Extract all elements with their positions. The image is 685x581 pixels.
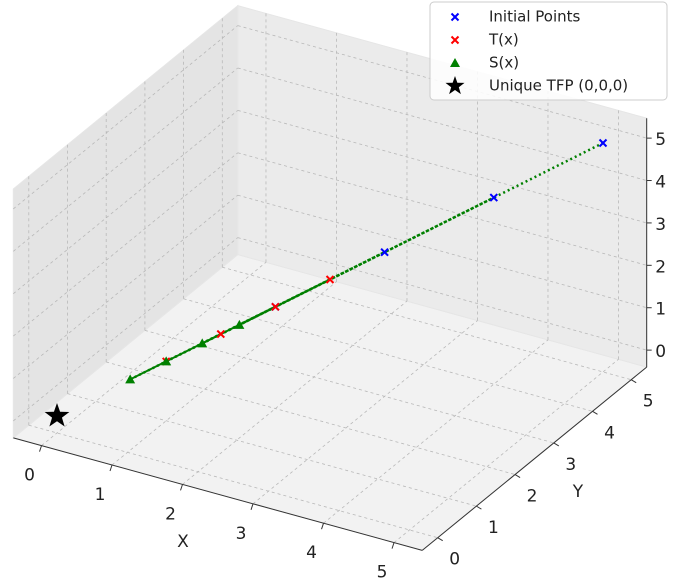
- grid-line: [13, 25, 239, 210]
- tick-mark: [321, 523, 324, 530]
- point: [325, 275, 335, 284]
- tick-mark: [437, 537, 443, 542]
- grid-line: [183, 298, 593, 412]
- y-tick-label: 3: [565, 455, 576, 475]
- legend-label: Initial Points: [489, 8, 581, 26]
- x-tick-label: 2: [165, 504, 176, 524]
- grid-line: [182, 300, 408, 485]
- x-tick-label: 5: [377, 563, 388, 581]
- tick-mark: [180, 484, 183, 491]
- point: [44, 403, 70, 427]
- tick-mark: [391, 542, 395, 549]
- point: [234, 319, 245, 329]
- x-tick-label: 0: [24, 466, 35, 486]
- y-axis-label: Y: [572, 482, 584, 502]
- grid-line: [237, 110, 647, 224]
- grid-line: [252, 320, 478, 505]
- legend-label: S(x): [489, 54, 519, 72]
- grid-line: [237, 237, 647, 351]
- grid-line: [237, 194, 647, 309]
- z-tick-label: 1: [655, 300, 666, 320]
- legend-marker: [450, 58, 460, 67]
- grid-line: [13, 194, 239, 379]
- grid-line: [144, 330, 554, 444]
- z-tick-label: 3: [655, 215, 666, 235]
- grid-line: [222, 266, 632, 381]
- y-tick-label: 4: [604, 423, 615, 443]
- grid-line: [393, 359, 619, 543]
- point: [161, 356, 172, 366]
- axis-line: [421, 366, 647, 551]
- legend-frame: [429, 1, 668, 101]
- legend: Initial Points T(x) S(x) Unique TFP (0,0,0): [429, 1, 668, 101]
- z-tick-label: 5: [655, 130, 666, 150]
- x-axis-label: X: [177, 532, 189, 552]
- grid-line: [67, 393, 477, 507]
- y-tick-label: 5: [643, 392, 654, 412]
- tick-mark: [592, 410, 598, 415]
- grid-line: [41, 262, 267, 446]
- grid: [13, 13, 647, 543]
- tick-mark: [250, 503, 254, 510]
- legend-marker: [450, 35, 460, 45]
- point: [380, 247, 389, 257]
- legend-label: Unique TFP (0,0,0): [489, 77, 628, 95]
- axes: 0 1 2 3 4 5 0 1 2 3 4 5 0 1 2 3 4 5: [13, 118, 666, 581]
- tick-mark: [476, 505, 482, 510]
- legend-label: T(x): [488, 31, 519, 49]
- tick-mark: [39, 445, 42, 452]
- legend-marker: [450, 12, 460, 22]
- panes: [12, 4, 648, 551]
- z-tick-label: 0: [655, 342, 666, 362]
- point: [197, 338, 208, 348]
- connector: [238, 278, 331, 326]
- tick-mark: [514, 474, 521, 478]
- legend-marker: [445, 76, 465, 95]
- grid-line: [237, 152, 647, 266]
- x-tick-label: 3: [236, 524, 247, 544]
- x-tick-label: 4: [306, 543, 317, 563]
- point: [271, 302, 280, 312]
- point: [489, 193, 499, 202]
- grid-line: [13, 237, 239, 422]
- grid-line: [323, 339, 549, 524]
- marks: [44, 138, 608, 427]
- point: [216, 329, 226, 339]
- z-tick-label: 4: [655, 173, 666, 193]
- grid-line: [13, 110, 239, 294]
- grid-line: [28, 424, 438, 539]
- point: [125, 374, 136, 384]
- tick-mark: [553, 442, 560, 447]
- grid-line: [13, 67, 239, 252]
- y-tick-label: 1: [488, 518, 499, 538]
- tick-mark: [109, 464, 113, 472]
- grid-line: [106, 361, 516, 475]
- grid-line: [13, 152, 239, 337]
- x-tick-label: 1: [95, 485, 106, 505]
- grid-line: [237, 67, 647, 181]
- connector: [129, 360, 167, 381]
- z-tick-label: 2: [655, 257, 666, 277]
- y-tick-label: 0: [449, 550, 460, 570]
- y-tick-label: 2: [527, 487, 538, 507]
- grid-line: [111, 281, 337, 466]
- point: [598, 138, 608, 148]
- tick-mark: [630, 379, 637, 384]
- axis-line: [13, 437, 423, 551]
